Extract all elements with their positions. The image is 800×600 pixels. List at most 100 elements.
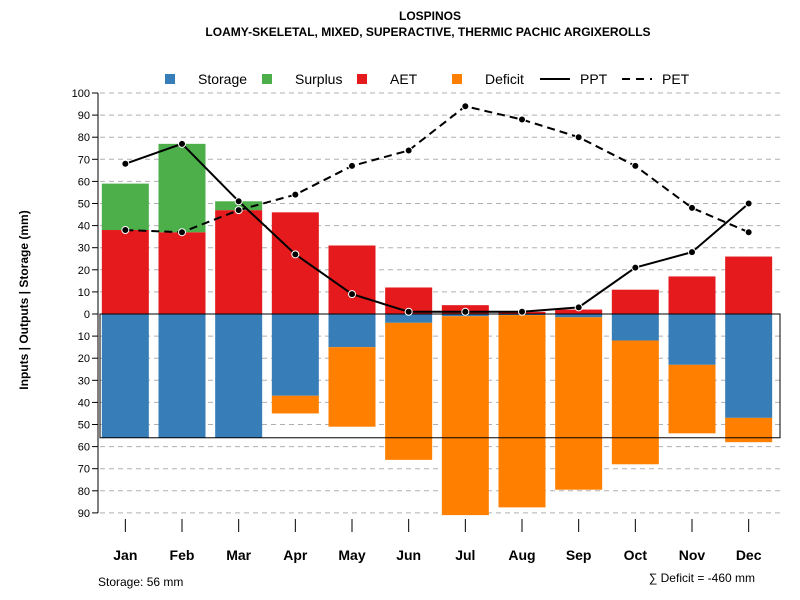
legend-label-surplus: Surplus	[295, 71, 342, 87]
y-tick-label: 70	[78, 154, 90, 166]
legend-swatch-deficit	[452, 74, 462, 84]
point-pet	[574, 133, 583, 142]
x-tick-label: Jun	[396, 547, 421, 563]
x-tick-label: Jan	[113, 547, 137, 563]
bar-deficit	[441, 316, 489, 516]
bar-deficit	[328, 347, 376, 427]
bar-aet	[158, 232, 206, 314]
bar-aet	[215, 210, 263, 314]
point-ppt	[121, 159, 130, 168]
y-tick-label: 50	[78, 420, 90, 432]
y-tick-label: 40	[78, 397, 90, 409]
point-ppt	[404, 307, 413, 316]
bar-storage	[668, 314, 716, 365]
bar-deficit	[271, 395, 319, 414]
point-pet	[404, 146, 413, 155]
bar-deficit	[385, 322, 433, 460]
y-tick-label: 20	[78, 353, 90, 365]
legend-swatch-surplus	[262, 74, 272, 84]
x-tick-label: Mar	[226, 547, 251, 563]
y-tick-label: 90	[78, 110, 90, 122]
y-tick-label: 80	[78, 486, 90, 498]
y-tick-label: 10	[78, 331, 90, 343]
point-pet	[688, 203, 696, 212]
y-tick-label: 70	[78, 464, 90, 476]
legend-label-storage: Storage	[198, 71, 247, 87]
bar-surplus	[101, 183, 149, 231]
x-tick-label: Aug	[508, 547, 535, 563]
line-ppt	[125, 142, 750, 313]
point-pet	[234, 206, 243, 215]
legend-label-pet: PET	[662, 71, 690, 87]
y-tick-label: 30	[78, 375, 90, 387]
x-tick-label: Jul	[455, 547, 475, 563]
legend-swatch-aet	[357, 74, 367, 84]
bar-aet	[555, 309, 603, 314]
point-pet	[631, 161, 640, 170]
bar-storage	[385, 314, 433, 323]
point-ppt	[178, 139, 186, 148]
x-tick-label: Feb	[170, 547, 195, 563]
y-tick-label: 100	[72, 88, 90, 100]
point-pet	[178, 228, 186, 237]
bar-deficit	[611, 340, 659, 465]
x-tick-label: May	[338, 547, 365, 563]
point-pet	[291, 190, 300, 199]
y-tick-label: 0	[84, 309, 90, 321]
bar-aet	[668, 276, 716, 314]
bar-aet	[328, 245, 376, 314]
bar-storage	[328, 314, 376, 348]
x-tick-label: Oct	[624, 547, 648, 563]
point-ppt	[234, 197, 243, 206]
y-tick-label: 30	[78, 243, 90, 255]
y-tick-label: 20	[78, 265, 90, 277]
bar-aet	[725, 256, 773, 314]
point-ppt	[574, 303, 583, 312]
point-pet	[348, 161, 356, 170]
point-pet	[518, 115, 526, 124]
point-ppt	[631, 263, 640, 272]
bar-deficit	[668, 364, 716, 434]
bar-deficit	[725, 417, 773, 443]
x-tick-label: Nov	[679, 547, 706, 563]
point-ppt	[744, 199, 753, 208]
point-ppt	[461, 307, 470, 316]
bar-storage	[555, 314, 603, 318]
bar-aet	[611, 289, 659, 314]
bar-surplus	[215, 201, 263, 211]
legend-label-deficit: Deficit	[485, 71, 524, 87]
y-axis-label: Inputs | Outputs | Storage (mm)	[17, 210, 31, 389]
bar-deficit	[498, 315, 546, 508]
chart-subtitle: LOAMY-SKELETAL, MIXED, SUPERACTIVE, THER…	[205, 25, 650, 39]
bar-storage	[158, 314, 206, 438]
legend-label-aet: AET	[390, 71, 418, 87]
bar-deficit	[555, 317, 603, 490]
x-tick-label: Apr	[283, 547, 308, 563]
storage-capacity-box	[99, 313, 781, 439]
y-tick-label: 60	[78, 442, 90, 454]
bar-surplus	[158, 143, 206, 233]
y-tick-label: 50	[78, 199, 90, 211]
point-ppt	[518, 307, 526, 316]
point-pet	[461, 102, 470, 111]
bar-storage	[611, 314, 659, 341]
bar-aet	[271, 212, 319, 314]
bar-storage	[101, 314, 149, 438]
legend-swatch-storage	[165, 74, 175, 84]
bar-aet	[101, 230, 149, 314]
x-tick-label: Sep	[566, 547, 592, 563]
chart-title: LOSPINOS	[399, 9, 461, 23]
point-ppt	[348, 290, 356, 299]
deficit-annotation: ∑ Deficit = -460 mm	[649, 571, 755, 585]
bar-storage	[725, 314, 773, 418]
x-tick-label: Dec	[736, 547, 762, 563]
y-tick-label: 40	[78, 221, 90, 233]
bar-storage	[215, 314, 263, 438]
line-pet	[125, 105, 750, 234]
legend-label-ppt: PPT	[580, 71, 608, 87]
y-tick-label: 90	[78, 508, 90, 520]
storage-annotation: Storage: 56 mm	[98, 575, 183, 589]
point-ppt	[291, 250, 300, 259]
